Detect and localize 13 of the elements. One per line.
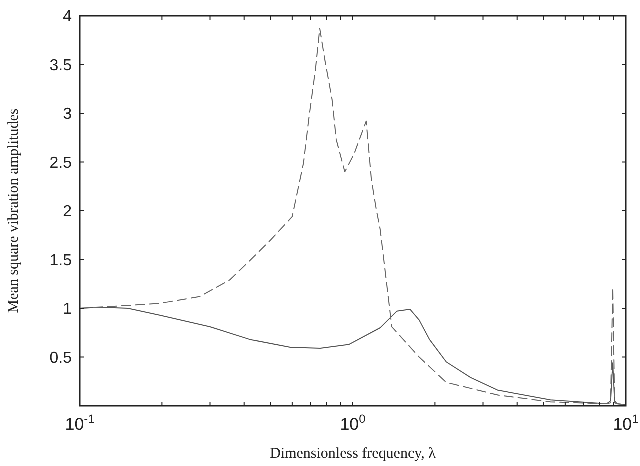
y-tick-label: 0.5 — [50, 350, 72, 367]
x-tick-label: 10$^{1}$ — [613, 412, 640, 434]
y-tick-label: 1 — [63, 301, 72, 318]
x-tick-label: 10$^{-1}$ — [65, 412, 96, 434]
y-tick-label: 3 — [63, 106, 72, 124]
y-tick-label: 1.5 — [50, 252, 72, 270]
y-tick-label: 3.5 — [50, 57, 72, 74]
x-axis-title: Dimensionless frequency, λ — [270, 446, 437, 462]
x-tick-label: 10$^{0}$ — [340, 412, 366, 434]
y-tick-label: 2.5 — [50, 154, 72, 172]
y-axis-title: Mean square vibration amplitudes — [6, 108, 22, 314]
y-tick-label: 2 — [63, 204, 72, 221]
y-tick-label: 4 — [63, 8, 72, 26]
